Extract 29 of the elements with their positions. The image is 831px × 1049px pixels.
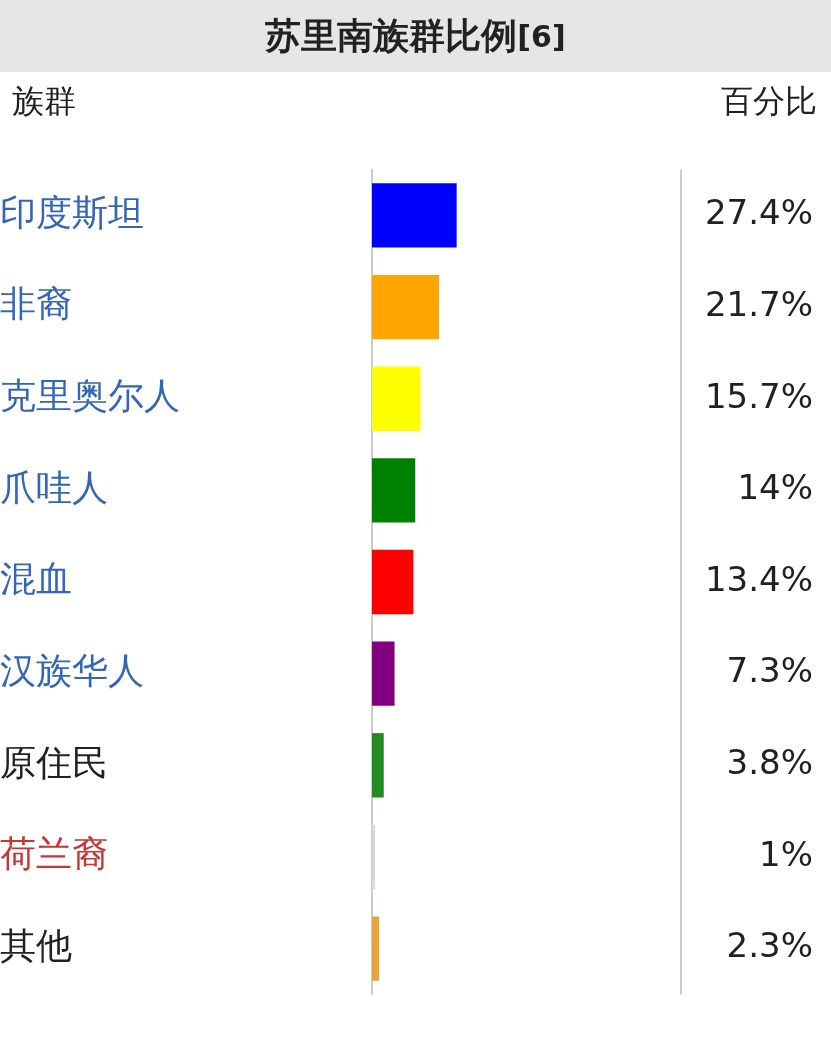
y-tick-label: 爪哇人	[0, 466, 108, 508]
bar	[372, 458, 416, 523]
data-label: 14%	[737, 467, 813, 508]
y-tick-label: 非裔	[0, 283, 72, 325]
y-tick-label: 原住民	[0, 741, 108, 783]
data-label: 21.7%	[704, 283, 813, 324]
data-label: 15.7%	[704, 375, 813, 416]
data-label: 27.4%	[704, 192, 813, 233]
y-tick-label: 克里奥尔人	[0, 375, 180, 417]
bar	[372, 916, 380, 981]
data-label: 7.3%	[726, 650, 813, 691]
y-tick-label: 印度斯坦	[0, 191, 144, 233]
bar	[372, 733, 384, 798]
bar	[372, 274, 440, 340]
y-tick-label: 其他	[0, 924, 72, 966]
data-label: 3.8%	[726, 742, 813, 783]
x-axis-title: 百分比	[721, 81, 817, 122]
bar	[372, 183, 457, 248]
data-label: 1%	[759, 833, 813, 874]
y-axis-title: 族群	[12, 81, 76, 122]
bar	[372, 824, 376, 890]
y-tick-label: 汉族华人	[0, 650, 144, 691]
bar	[372, 366, 421, 431]
y-tick-label: 荷兰裔	[0, 833, 108, 875]
bar	[372, 549, 414, 615]
bar	[372, 641, 395, 706]
data-label: 13.4%	[704, 558, 813, 599]
y-tick-label: 混血	[0, 558, 72, 600]
data-label: 2.3%	[726, 925, 813, 966]
